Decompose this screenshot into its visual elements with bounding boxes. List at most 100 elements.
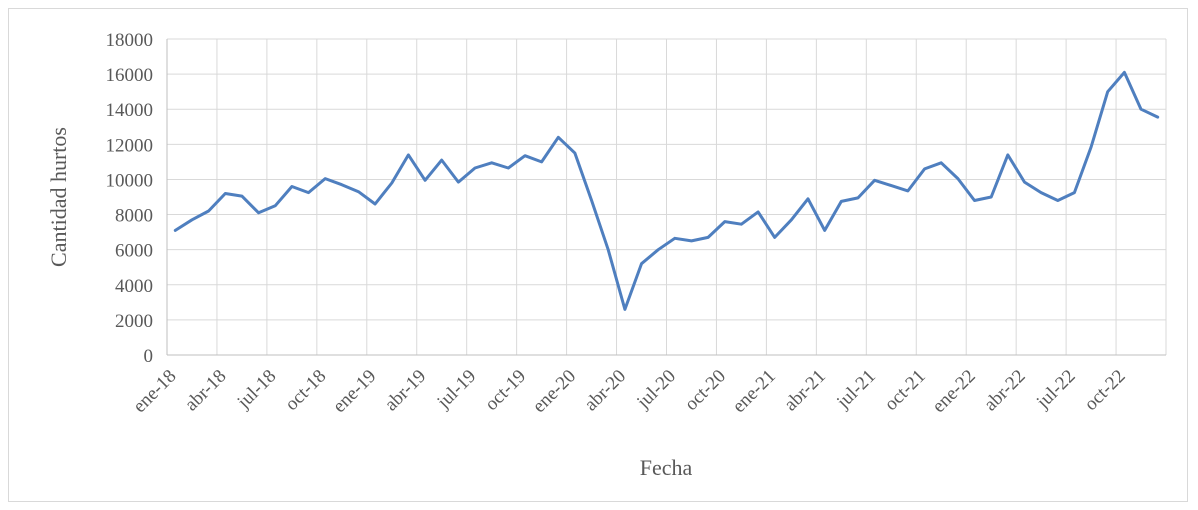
data-point	[324, 177, 327, 180]
x-tick-label: abr-21	[780, 366, 830, 416]
data-point	[973, 199, 976, 202]
data-point	[773, 236, 776, 239]
data-point	[607, 248, 610, 251]
x-tick-label: abr-19	[381, 366, 431, 416]
data-point	[940, 161, 943, 164]
data-point	[557, 136, 560, 139]
x-tick-label: ene-19	[329, 366, 380, 417]
data-point	[790, 218, 793, 221]
x-tick-label: oct-18	[281, 366, 330, 415]
data-point	[873, 179, 876, 182]
y-tick-label: 6000	[115, 241, 153, 262]
data-point	[673, 237, 676, 240]
data-point	[906, 189, 909, 192]
data-point	[1106, 90, 1109, 93]
data-point	[1040, 191, 1043, 194]
x-tick-label: abr-22	[980, 366, 1030, 416]
x-tick-label: jul-21	[832, 366, 880, 414]
data-point	[290, 185, 293, 188]
data-point	[573, 152, 576, 155]
data-point	[390, 182, 393, 185]
x-tick-label: ene-22	[928, 366, 979, 417]
data-point	[690, 239, 693, 242]
data-point	[191, 218, 194, 221]
x-tick-label: oct-21	[881, 366, 930, 415]
data-point	[540, 160, 543, 163]
data-point	[657, 248, 660, 251]
data-point	[1123, 71, 1126, 74]
gridlines	[167, 38, 1167, 355]
data-point	[307, 191, 310, 194]
axes	[166, 39, 1166, 356]
y-tick-label: 16000	[106, 65, 154, 86]
x-tick-label: ene-21	[729, 366, 780, 417]
series-layer	[173, 70, 1160, 311]
x-tick-label: ene-20	[529, 366, 580, 417]
series-line	[173, 70, 1160, 311]
y-tick-label: 2000	[115, 311, 153, 332]
data-point	[340, 183, 343, 186]
y-tick-label: 8000	[115, 206, 153, 227]
x-tick-label: jul-20	[632, 366, 680, 414]
data-point	[457, 181, 460, 184]
data-point	[357, 190, 360, 193]
data-point	[740, 223, 743, 226]
x-axis-title: Fecha	[640, 455, 693, 480]
data-point	[990, 196, 993, 199]
x-tick-label: jul-22	[1032, 366, 1080, 414]
data-point	[623, 308, 626, 311]
data-point	[274, 204, 277, 207]
data-point	[1140, 108, 1143, 111]
data-point	[424, 179, 427, 182]
data-point	[1023, 181, 1026, 184]
y-axis-title: Cantidad hurtos	[46, 127, 71, 267]
data-point	[890, 184, 893, 187]
data-point	[1073, 191, 1076, 194]
x-tick-label: oct-20	[681, 366, 730, 415]
data-point	[474, 167, 477, 170]
y-tick-label: 10000	[106, 170, 154, 191]
data-point	[840, 200, 843, 203]
data-point	[257, 211, 260, 214]
data-point	[507, 167, 510, 170]
x-tick-label: abr-18	[181, 366, 231, 416]
data-point	[823, 229, 826, 232]
data-point	[174, 229, 177, 232]
data-point	[807, 197, 810, 200]
data-point	[1056, 199, 1059, 202]
x-tick-label: abr-20	[580, 366, 630, 416]
y-tick-label: 14000	[106, 100, 154, 121]
data-point	[1090, 146, 1093, 149]
data-point	[207, 210, 210, 213]
data-point	[956, 177, 959, 180]
data-point	[524, 154, 527, 157]
data-point	[224, 192, 227, 195]
data-point	[640, 262, 643, 265]
x-tick-label: jul-18	[233, 366, 281, 414]
x-tick-label: ene-18	[129, 366, 180, 417]
chart-frame	[8, 8, 1188, 502]
y-tick-labels: 0 2000 4000 6000 8000 10000 12000 14000 16000 180…	[106, 30, 154, 367]
data-point	[723, 220, 726, 223]
data-point	[923, 167, 926, 170]
data-point	[590, 199, 593, 202]
x-tick-label: jul-19	[433, 366, 481, 414]
y-tick-label: 12000	[106, 135, 154, 156]
data-point	[407, 153, 410, 156]
data-point	[707, 236, 710, 239]
y-tick-label: 4000	[115, 276, 153, 297]
data-point	[240, 195, 243, 198]
y-tick-label: 18000	[106, 30, 154, 51]
x-tick-label: oct-22	[1080, 366, 1129, 415]
data-point	[757, 210, 760, 213]
data-point	[374, 203, 377, 206]
y-tick-label: 0	[144, 346, 154, 367]
data-point	[857, 196, 860, 199]
data-point	[440, 159, 443, 162]
data-point	[1156, 116, 1159, 119]
x-tick-label: oct-19	[481, 366, 530, 415]
data-point	[490, 161, 493, 164]
data-point	[1006, 153, 1009, 156]
